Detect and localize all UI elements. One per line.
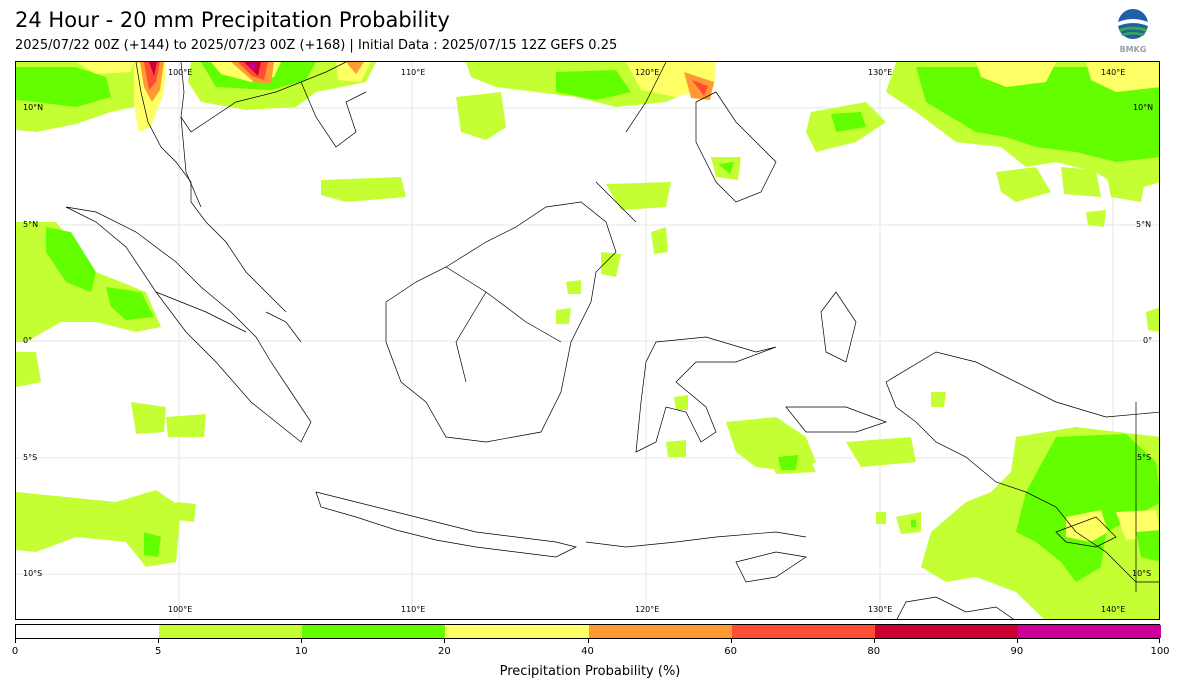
lon-label-bottom: 110°E: [401, 605, 426, 614]
colorbar-tick-mark: [873, 639, 875, 643]
map-canvas: [16, 62, 1159, 619]
graticule: [16, 62, 1159, 619]
colorbar-tick-mark: [444, 639, 446, 643]
colorbar-segment: [588, 625, 732, 638]
bmkg-logo-icon: BMKG: [1112, 8, 1154, 56]
colorbar-tick-label: 5: [154, 646, 162, 657]
colorbar-segment: [16, 625, 160, 638]
colorbar-tick-label: 0: [11, 646, 19, 657]
colorbar-tick-mark: [1016, 639, 1018, 643]
colorbar: [15, 624, 1161, 639]
colorbar-tick-label: 90: [1010, 646, 1024, 657]
lon-label-bottom: 100°E: [168, 605, 193, 614]
lon-label-top: 140°E: [1101, 68, 1126, 77]
lat-label-right: 5°N: [1136, 220, 1152, 229]
lon-label-top: 100°E: [168, 68, 193, 77]
colorbar-tick-mark: [301, 639, 303, 643]
chart-title: 24 Hour - 20 mm Precipitation Probabilit…: [15, 8, 450, 32]
lon-label-bottom: 130°E: [868, 605, 893, 614]
colorbar-tick-mark: [158, 639, 160, 643]
lat-label-left: 5°S: [23, 453, 38, 462]
svg-text:BMKG: BMKG: [1120, 45, 1147, 54]
colorbar-segment: [445, 625, 589, 638]
lon-label-top: 120°E: [635, 68, 660, 77]
lat-label-left: 10°S: [23, 569, 43, 578]
colorbar-segment: [159, 625, 303, 638]
lat-label-left: 5°N: [23, 220, 39, 229]
probability-shading: [16, 62, 1159, 619]
chart-subtitle: 2025/07/22 00Z (+144) to 2025/07/23 00Z …: [15, 38, 618, 53]
colorbar-tick-mark: [1159, 639, 1160, 643]
colorbar-tick-label: 10: [294, 646, 308, 657]
lat-label-right: 10°N: [1133, 103, 1154, 112]
colorbar-tick-label: 100: [1150, 646, 1170, 657]
coastlines: [65, 62, 1159, 619]
lon-label-top: 110°E: [401, 68, 426, 77]
colorbar-segment: [1017, 625, 1161, 638]
colorbar-tick-mark: [730, 639, 732, 643]
lat-label-right: 10°S: [1132, 569, 1152, 578]
precipitation-map: 100°E 110°E 120°E 130°E 140°E 100°E 110°…: [15, 61, 1160, 620]
lat-label-right: 5°S: [1137, 453, 1152, 462]
colorbar-tick-label: 40: [581, 646, 594, 657]
lon-label-bottom: 140°E: [1101, 605, 1126, 614]
colorbar-segment: [874, 625, 1018, 638]
colorbar-segment: [731, 625, 875, 638]
colorbar-tick-label: 60: [724, 646, 737, 657]
lat-label-left: 10°N: [23, 103, 44, 112]
colorbar-tick-label: 80: [867, 646, 881, 657]
colorbar-tick-mark: [587, 639, 589, 643]
colorbar-segment: [302, 625, 446, 638]
colorbar-tick-mark: [15, 639, 16, 643]
lon-label-top: 130°E: [868, 68, 893, 77]
lat-label-right: 0°: [1143, 336, 1153, 345]
lon-label-bottom: 120°E: [635, 605, 660, 614]
colorbar-label: Precipitation Probability (%): [499, 664, 681, 679]
lat-label-left: 0°: [23, 336, 33, 345]
colorbar-tick-label: 20: [438, 646, 451, 657]
